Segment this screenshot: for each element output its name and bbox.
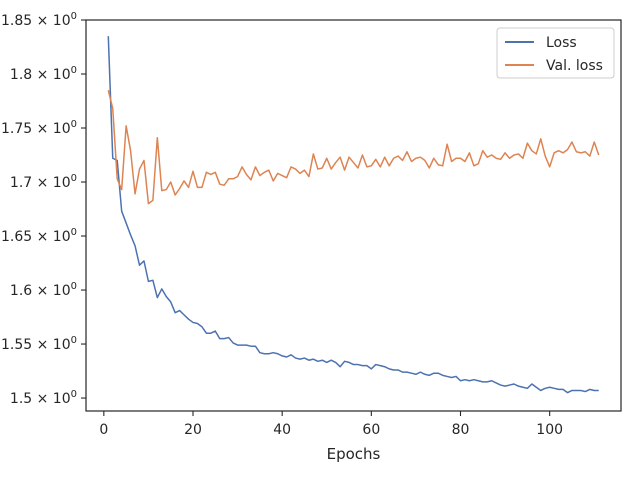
y-axis: 1.5 × 100 1.55 × 100 1.6 × 100 1.65 × 100 1.… bbox=[1, 11, 86, 407]
x-tick-label: 40 bbox=[273, 422, 291, 438]
legend: Loss Val. loss bbox=[496, 27, 615, 79]
y-tick-label: 1.7 × 100 bbox=[10, 173, 77, 191]
y-tick-label: 1.85 × 100 bbox=[1, 11, 77, 29]
legend-label-val-loss: Val. loss bbox=[546, 58, 603, 74]
series-line-val-loss bbox=[107, 90, 600, 205]
x-axis: 0 20 40 60 80 100 bbox=[99, 411, 563, 438]
y-tick-label: 1.8 × 100 bbox=[10, 65, 77, 83]
y-tick-label: 1.6 × 100 bbox=[10, 281, 77, 299]
series-layer bbox=[107, 36, 600, 394]
plot-frame bbox=[85, 19, 622, 412]
y-tick-label: 1.5 × 100 bbox=[10, 389, 77, 407]
y-tick-label: 1.75 × 100 bbox=[1, 119, 77, 137]
x-tick-label: 60 bbox=[362, 422, 380, 438]
y-tick-label: 1.65 × 100 bbox=[1, 227, 77, 245]
x-axis-label: Epochs bbox=[327, 445, 381, 463]
legend-label-loss: Loss bbox=[546, 35, 577, 51]
y-tick-label: 1.55 × 100 bbox=[1, 335, 77, 353]
x-tick-label: 0 bbox=[99, 422, 108, 438]
x-tick-label: 20 bbox=[184, 422, 202, 438]
x-tick-label: 100 bbox=[536, 422, 563, 438]
series-line-loss bbox=[107, 36, 599, 394]
x-tick-label: 80 bbox=[452, 422, 470, 438]
